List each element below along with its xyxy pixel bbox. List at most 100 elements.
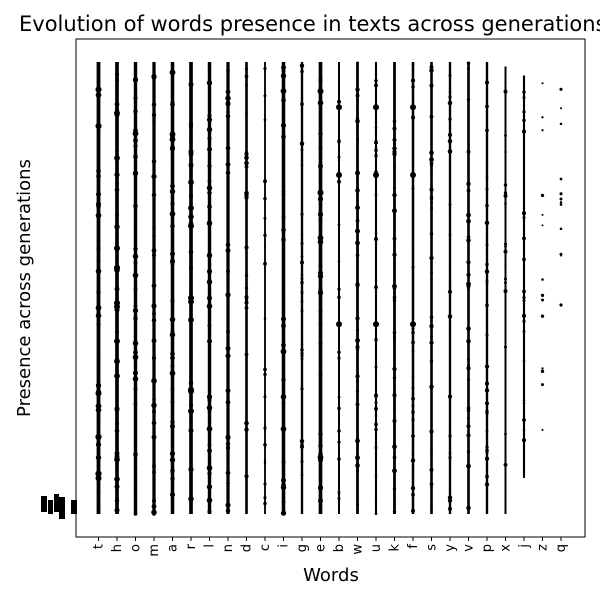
point-z <box>541 428 544 431</box>
point-y <box>448 456 452 460</box>
point-v <box>466 272 471 278</box>
point-l <box>208 112 211 115</box>
point-n <box>226 246 230 249</box>
point-v <box>466 463 471 469</box>
point-f <box>411 392 415 396</box>
point-r <box>190 155 192 158</box>
point-t <box>95 470 102 477</box>
point-p <box>485 282 489 285</box>
point-l <box>206 252 213 259</box>
point-t <box>96 239 101 244</box>
point-f <box>411 240 415 244</box>
point-o <box>132 354 139 361</box>
point-n <box>226 464 230 467</box>
point-g <box>300 449 304 453</box>
point-d <box>245 111 248 115</box>
point-x <box>504 397 507 400</box>
point-s <box>429 384 434 390</box>
point-k <box>392 126 397 131</box>
point-l <box>207 179 212 183</box>
point-r <box>188 427 194 434</box>
point-w <box>355 205 360 211</box>
point-w <box>355 455 360 460</box>
point-x <box>503 194 508 198</box>
point-y <box>449 77 451 80</box>
point-u <box>374 305 378 308</box>
point-e <box>318 372 323 377</box>
point-x <box>503 345 508 349</box>
point-b <box>337 99 341 104</box>
point-p <box>485 128 489 133</box>
point-m <box>151 338 157 344</box>
point-t <box>95 304 102 311</box>
point-l <box>207 136 212 141</box>
point-i <box>281 189 286 194</box>
x-tick-label-s: s <box>425 544 440 551</box>
point-n <box>226 146 230 150</box>
point-s <box>430 277 433 280</box>
point-i <box>281 237 286 243</box>
point-h <box>116 363 118 366</box>
point-v <box>467 287 470 291</box>
point-c <box>263 67 267 71</box>
point-e <box>319 94 322 97</box>
point-l <box>207 113 212 118</box>
point-o <box>133 128 138 133</box>
point-d <box>245 252 248 255</box>
point-t <box>97 299 100 303</box>
point-i <box>281 67 286 71</box>
point-y <box>447 289 453 294</box>
point-a <box>169 131 176 138</box>
x-tick-label-d: d <box>240 544 255 552</box>
point-l <box>207 448 212 454</box>
x-tick-label-m: m <box>147 544 162 557</box>
y-tick-labels-cluster <box>41 494 77 519</box>
point-f <box>411 327 415 331</box>
point-a <box>169 316 176 323</box>
point-h <box>115 137 119 140</box>
point-s <box>430 135 433 138</box>
point-l <box>206 484 213 490</box>
point-m <box>152 465 156 470</box>
point-k <box>393 338 396 342</box>
point-t <box>95 122 102 130</box>
point-v <box>467 416 470 420</box>
point-s <box>429 187 434 192</box>
point-c <box>263 317 267 320</box>
point-d <box>245 478 248 481</box>
point-e <box>318 322 323 327</box>
point-l <box>207 471 212 476</box>
point-o <box>134 475 137 479</box>
point-s <box>430 485 433 489</box>
plot-area <box>75 38 586 538</box>
point-k <box>392 236 397 241</box>
point-y <box>449 441 451 444</box>
point-i <box>281 342 286 347</box>
point-j <box>522 330 526 333</box>
point-m <box>151 434 157 440</box>
point-y <box>448 282 452 285</box>
point-l <box>208 276 211 280</box>
point-s <box>430 207 433 210</box>
point-p <box>484 401 490 406</box>
point-l <box>207 146 212 152</box>
point-e <box>318 263 323 268</box>
point-r <box>188 408 194 415</box>
point-z <box>541 315 544 318</box>
point-n <box>226 68 230 73</box>
point-d <box>245 463 248 467</box>
point-d <box>244 286 249 290</box>
point-a <box>169 69 176 76</box>
point-w <box>356 370 359 373</box>
point-r <box>187 294 195 302</box>
point-g <box>300 309 304 313</box>
point-w <box>355 118 360 124</box>
point-e <box>319 338 322 341</box>
point-u <box>373 321 379 328</box>
point-c <box>263 216 267 220</box>
point-d <box>244 74 249 79</box>
point-m <box>152 132 156 135</box>
point-k <box>393 307 396 310</box>
point-h <box>114 476 120 482</box>
point-h <box>115 293 119 297</box>
